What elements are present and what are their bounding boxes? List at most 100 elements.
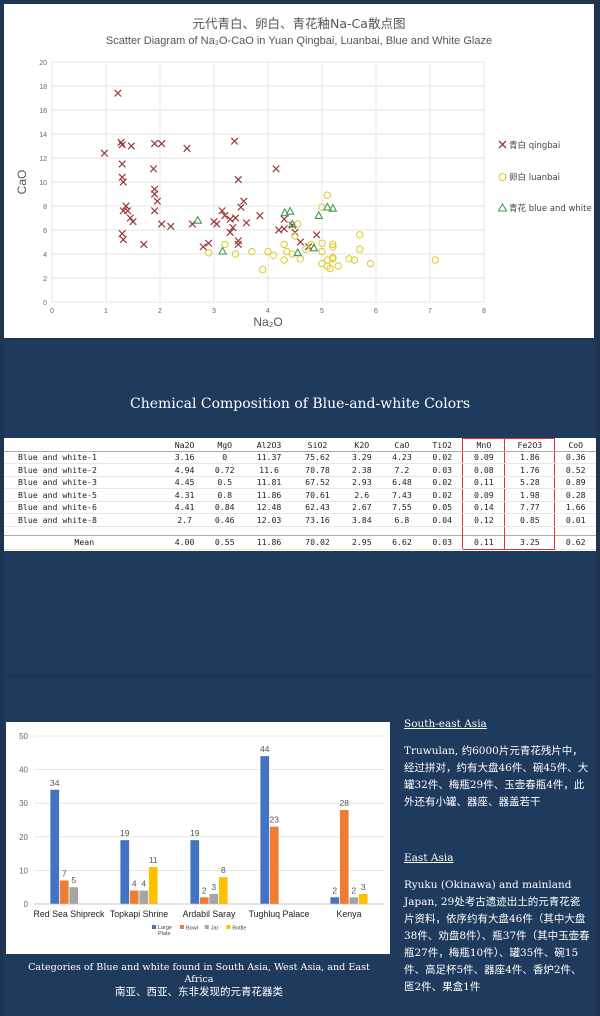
point-luanbai — [280, 256, 288, 264]
mean-row: Mean 4.00 0.55 11.86 70.02 2.95 6.62 0.03 0.11 3.… — [4, 534, 596, 550]
bar-value-label: 4 — [132, 879, 137, 889]
point-qingbai — [204, 239, 213, 247]
table-cell: 0.08 — [462, 463, 506, 477]
bar — [218, 877, 228, 904]
table-header-cell: CaO — [381, 438, 422, 452]
point-qingbai — [231, 214, 240, 222]
point-qingbai — [114, 89, 122, 97]
point-qingbai — [157, 139, 166, 148]
table-spacer-row — [4, 526, 596, 535]
svg-text:Bowl: Bowl — [186, 926, 198, 932]
point-luanbai — [334, 262, 342, 270]
bar-category-label: Kenya — [337, 909, 362, 919]
point-qingbai — [118, 160, 126, 168]
y-tick-label: 4 — [43, 252, 47, 259]
bar-value-label: 4 — [141, 879, 146, 889]
scatter-chart: 元代青白、卵白、青花釉Na-Ca散点图 Scatter Diagram of N… — [15, 16, 592, 329]
table-cell: 12.03 — [244, 513, 294, 527]
bar — [199, 897, 209, 904]
point-qingbai — [126, 214, 135, 222]
point-luanbai — [291, 232, 299, 240]
table-cell: 2.6 — [341, 488, 382, 502]
mean-cell: 6.62 — [381, 534, 422, 550]
point-luanbai — [345, 255, 353, 263]
bar-caption: Categories of Blue and white found in So… — [24, 962, 374, 998]
mean-cell: 0.62 — [554, 534, 596, 550]
x-tick-label: 7 — [428, 308, 432, 315]
point-qingbai — [296, 238, 305, 246]
x-tick-label: 8 — [482, 308, 486, 315]
point-qingbai — [280, 225, 288, 233]
point-qingbai — [118, 141, 126, 149]
table-cell: 11.86 — [244, 488, 294, 502]
point-luanbai — [280, 240, 288, 249]
southeast-asia-section: South-east Asia Truwulan, 约6000片元青花残片中，经… — [404, 716, 590, 811]
x-axis-label: Na₂O — [253, 315, 282, 329]
composition-table: Na2O MgO Al2O3 SiO2 K2O CaO TiO2 MnO Fe2O3 CoO Bl… — [4, 438, 596, 550]
table-header-row: Na2O MgO Al2O3 SiO2 K2O CaO TiO2 MnO Fe2O3 CoO — [4, 438, 596, 452]
point-blue-white — [193, 215, 203, 224]
point-luanbai — [356, 231, 364, 239]
table-cell: 0.02 — [422, 476, 463, 489]
bar-category-label: Red Sea Shipreck — [34, 909, 106, 919]
table-cell: 1.76 — [504, 463, 556, 477]
bar-value-label: 19 — [190, 828, 200, 838]
table-cell: 7.2 — [381, 463, 422, 477]
scatter-panel: 元代青白、卵白、青花釉Na-Ca散点图 Scatter Diagram of N… — [4, 4, 594, 338]
table-cell: 4.41 — [164, 501, 205, 514]
table-cell: 0.04 — [422, 513, 463, 527]
bar — [339, 809, 349, 904]
bar-value-label: 11 — [149, 855, 158, 865]
mean-cell: 0.03 — [422, 534, 463, 550]
y-tick-label: 2 — [43, 276, 47, 283]
table-header-cell: TiO2 — [422, 438, 463, 452]
table-cell: 0.5 — [204, 476, 245, 489]
bar — [69, 887, 79, 904]
point-qingbai — [150, 207, 159, 215]
table-cell: 6.8 — [381, 513, 422, 527]
table-cell: 3.16 — [164, 451, 205, 464]
bar — [50, 789, 60, 904]
bar-value-label: 34 — [50, 778, 60, 788]
table-cell: 5.28 — [504, 476, 556, 489]
point-luanbai — [326, 264, 334, 273]
bar-value-label: 2 — [202, 885, 207, 895]
point-qingbai — [117, 138, 125, 147]
bar — [59, 880, 69, 904]
point-blue-white — [309, 243, 319, 252]
point-qingbai — [150, 190, 159, 198]
point-qingbai — [167, 222, 175, 231]
y-tick-label: 8 — [43, 204, 47, 211]
point-blue-white — [218, 246, 228, 255]
point-qingbai — [234, 240, 243, 249]
y-tick-label: 16 — [39, 108, 47, 115]
table-cell: 0.46 — [204, 513, 245, 527]
point-qingbai — [157, 220, 166, 228]
table-header-cell: Na2O — [164, 438, 205, 452]
point-qingbai — [118, 173, 126, 181]
table-cell: 0.02 — [422, 451, 463, 464]
composition-panel: Chemical Composition of Blue-and-white C… — [4, 340, 596, 675]
table-header-cell: CoO — [554, 438, 596, 452]
point-luanbai — [318, 239, 326, 247]
table-cell: 75.62 — [293, 451, 342, 464]
point-qingbai — [312, 231, 321, 239]
table-cell: 4.45 — [164, 476, 205, 489]
point-qingbai — [149, 165, 158, 173]
bar-legend-item: Bottle — [226, 925, 246, 932]
row-label: Blue and white-8 — [4, 513, 165, 527]
row-label: Blue and white-1 — [4, 451, 165, 464]
scatter-title-en: Scatter Diagram of Na₂O-CaO in Yuan Qing… — [106, 35, 492, 47]
table-cell: 0.8 — [204, 488, 245, 502]
point-luanbai — [318, 247, 326, 256]
categories-panel: 0 10 20 30 40 50 34 7 5 Red Sea Shipreck 19 4 4 11 Top… — [4, 678, 596, 1016]
x-tick-label: 2 — [158, 308, 162, 315]
table-cell: 73.16 — [293, 513, 342, 527]
bar — [209, 893, 219, 904]
table-cell: 2.38 — [341, 463, 382, 477]
point-qingbai — [234, 175, 243, 184]
table-cell: 0.84 — [204, 501, 245, 514]
svg-text:Large: Large — [158, 925, 172, 931]
